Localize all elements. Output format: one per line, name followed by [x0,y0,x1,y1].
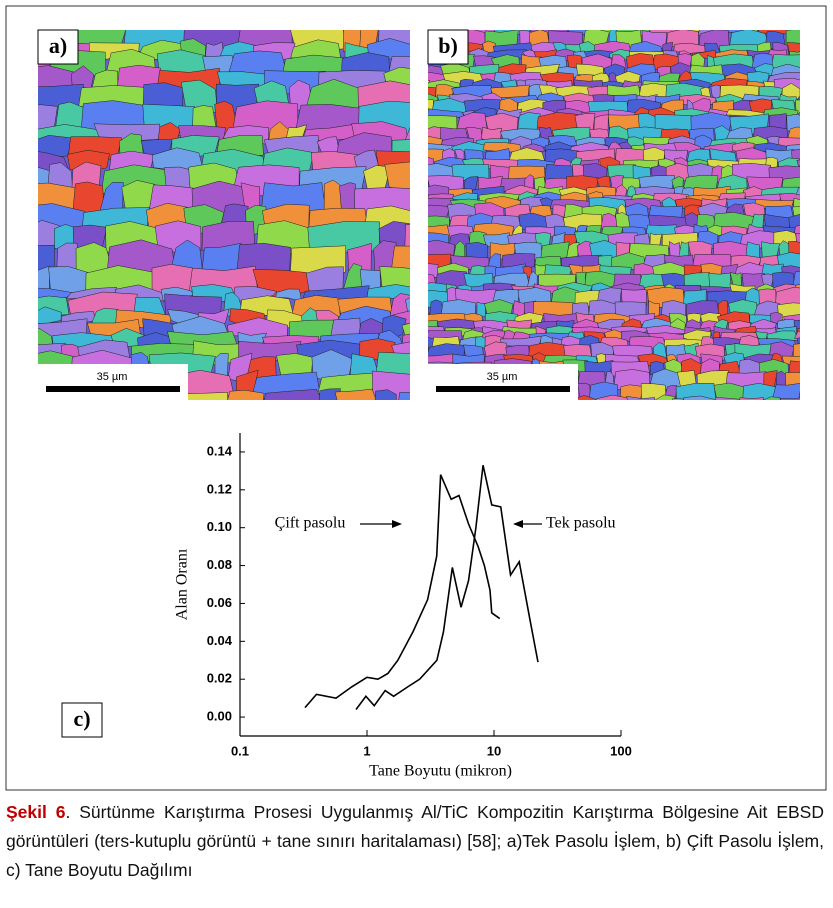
y-tick-label: 0.06 [207,595,232,610]
caption: Şekil 6. Sürtünme Karıştırma Prosesi Uyg… [6,798,824,885]
ebsd-grain [654,394,676,400]
ebsd-grain [796,159,800,167]
panel-label-box [427,29,469,65]
ebsd-grain [675,382,717,400]
caption-text: . Sürtünme Karıştırma Prosesi Uygulanmış… [6,802,824,880]
y-tick-label: 0.02 [207,671,232,686]
ebsd-grain [398,392,410,400]
scale-bar-label: 35 µm [97,371,128,383]
x-tick-label: 10 [487,743,501,758]
x-tick-label: 0.1 [231,743,249,758]
ebsd-grain [334,388,377,400]
x-tick-label: 100 [610,743,632,758]
ebsd-grain [177,392,228,400]
y-tick-label: 0.08 [207,557,232,572]
ebsd-grain [414,128,424,144]
ebsd-grain [428,337,429,338]
ebsd-grain [795,233,800,246]
annotation-arrowhead [392,520,402,528]
ebsd-grain [588,381,619,400]
ebsd-map-b [411,29,800,400]
ebsd-grain [715,397,741,400]
ebsd-grain [795,96,800,104]
ebsd-grain [620,384,643,400]
scale-bar [436,386,570,392]
panel-label: b) [438,33,458,58]
ebsd-grain [683,395,715,400]
x-axis-label: Tane Boyutu (mikron) [369,763,512,780]
x-tick-label: 1 [363,743,370,758]
ebsd-grain [796,111,800,117]
panel-label-box [37,29,79,65]
ebsd-map-a [38,30,410,400]
figure-frame [5,5,827,791]
y-tick-label: 0.04 [207,633,233,648]
ebsd-grain [411,149,426,165]
panel-label: c) [73,706,90,731]
ebsd-grain [577,382,591,400]
ebsd-grain [595,394,629,400]
ebsd-grain [428,43,429,46]
ebsd-grain [710,84,721,99]
ebsd-grain [263,389,323,400]
ebsd-grain [771,383,800,400]
scale-bar [46,386,180,392]
ebsd-grain [428,344,429,353]
ebsd-grain [428,112,430,116]
ebsd-grain [428,80,430,90]
figure: a) 35 µm b) 35 µm 0.00 0.02 0.04 0.06 0.08 0.10 0.… [5,5,827,791]
panel-label-box [61,702,103,738]
series-line [355,465,539,710]
ebsd-grain [762,396,781,400]
ebsd-grain [640,383,667,400]
ebsd-grain [428,263,439,278]
ebsd-grain [626,395,656,400]
ebsd-grain [780,397,800,400]
caption-label: Şekil 6 [6,802,66,822]
panel-label: a) [49,33,67,58]
ebsd-grain [796,327,800,337]
scale-bar-box [38,364,188,400]
ebsd-grain [227,389,265,400]
ebsd-grain [428,176,430,189]
ebsd-grain [713,382,746,400]
ebsd-grain [428,312,429,319]
ebsd-grain [572,395,597,400]
ebsd-grain [672,398,684,400]
ebsd-grain [384,161,410,191]
series-line [304,474,501,709]
y-tick-label: 0.00 [207,709,232,724]
ebsd-grain [38,306,62,325]
y-axis-label: Alan Oranı [174,548,191,620]
ebsd-grain [428,305,431,319]
ebsd-grain [742,383,776,400]
ebsd-grain [411,29,427,50]
y-tick-label: 0.12 [207,481,232,496]
y-tick-label: 0.14 [207,443,233,458]
series-annotation: Çift pasolu [275,515,346,532]
ebsd-grain [374,389,397,400]
ebsd-grain [318,388,341,400]
scale-bar-box [428,364,578,400]
scale-bar-label: 35 µm [487,371,518,383]
ebsd-grain [797,337,800,347]
y-tick-label: 0.10 [207,519,232,534]
series-annotation: Tek pasolu [546,515,616,532]
annotation-arrowhead [513,520,523,528]
ebsd-grain [794,330,800,340]
ebsd-grain [739,397,764,400]
